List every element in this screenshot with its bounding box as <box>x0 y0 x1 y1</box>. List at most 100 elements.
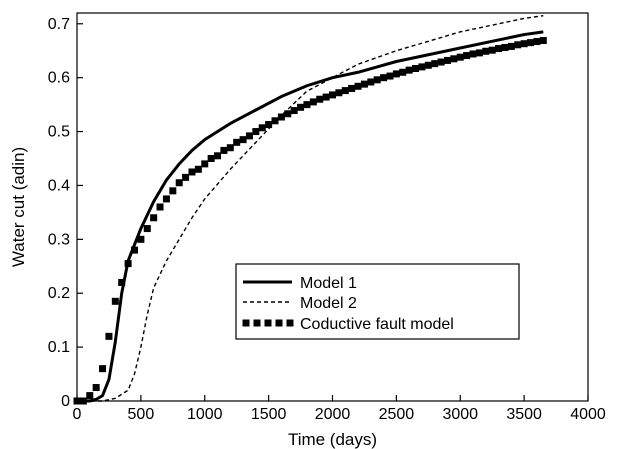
series-coductive-fault-point <box>239 136 247 144</box>
series-coductive-fault-point <box>539 36 547 44</box>
series-coductive-fault-point <box>431 60 439 68</box>
series-coductive-fault-point <box>265 121 273 129</box>
x-tick-label: 3000 <box>442 406 478 423</box>
series-coductive-fault-point <box>507 42 515 50</box>
series-coductive-fault-point <box>162 195 170 203</box>
x-tick-label: 2000 <box>315 406 351 423</box>
series-coductive-fault-point <box>360 80 368 88</box>
series-coductive-fault-point <box>111 297 119 305</box>
y-axis-label: Water cut (adin) <box>9 147 28 267</box>
ticks-layer: 0 500 1000 1500 2000 2500 3000 3500 4000 0 0.1 0.2 0… <box>48 16 606 423</box>
series-coductive-fault-point <box>437 58 445 66</box>
series-coductive-fault-point <box>450 55 458 63</box>
series-coductive-fault-point <box>469 50 477 58</box>
series-coductive-fault-point <box>456 53 464 61</box>
x-tick-label: 3500 <box>506 406 542 423</box>
series-coductive-fault-point <box>226 144 234 152</box>
series-coductive-fault-point <box>175 179 183 187</box>
series-coductive-fault-point <box>424 61 432 69</box>
series-coductive-fault-point <box>245 132 253 140</box>
series-coductive-fault-point <box>392 70 400 78</box>
series-coductive-fault-point <box>322 93 330 101</box>
series-coductive-fault-point <box>252 128 260 136</box>
series-coductive-fault-point <box>520 40 528 48</box>
x-tick-label: 500 <box>128 406 155 423</box>
series-coductive-fault-point <box>99 365 107 373</box>
legend-key-coductive-fault-model <box>242 319 294 327</box>
x-tick-label: 0 <box>73 406 82 423</box>
legend-marker <box>242 319 250 327</box>
series-coductive-fault-point <box>335 89 343 97</box>
series-coductive-fault-point <box>284 110 292 118</box>
series-coductive-fault-point <box>258 124 266 132</box>
series-coductive-fault-point <box>201 160 209 168</box>
series-coductive-fault-point <box>488 46 496 54</box>
series-coductive-fault-point <box>495 45 503 53</box>
y-tick-label: 0.5 <box>48 124 70 141</box>
y-tick-label: 0.3 <box>48 231 70 248</box>
series-coductive-fault-point <box>188 168 196 176</box>
x-tick-label: 4000 <box>570 406 606 423</box>
series-coductive-fault-point <box>156 203 164 211</box>
series-coductive-fault-point <box>290 107 298 115</box>
x-tick-label: 2500 <box>379 406 415 423</box>
series-coductive-fault-point <box>380 74 388 82</box>
series-coductive-fault-point <box>214 152 222 160</box>
y-tick-label: 0.7 <box>48 16 70 33</box>
series-coductive-fault-point <box>86 392 94 400</box>
y-tick-label: 0.6 <box>48 70 70 87</box>
legend-marker <box>286 319 294 327</box>
y-tick-label: 0.4 <box>48 177 70 194</box>
series-coductive-fault-point <box>463 52 471 60</box>
series-coductive-fault-point <box>105 332 113 340</box>
y-tick-label: 0 <box>61 393 70 410</box>
y-tick-label: 0.1 <box>48 339 70 356</box>
series-coductive-fault-point <box>309 98 317 106</box>
x-tick-label: 1500 <box>251 406 287 423</box>
series-model-1-line <box>77 30 544 403</box>
series-coductive-fault-point <box>233 138 241 146</box>
series-coductive-fault-point <box>412 65 420 73</box>
legend-marker <box>264 319 272 327</box>
series-coductive-fault-point <box>130 246 138 254</box>
series-coductive-fault-point <box>92 384 100 392</box>
series-coductive-fault-point <box>207 155 215 162</box>
series-coductive-fault-point <box>475 49 483 57</box>
series-coductive-fault-point <box>303 101 311 109</box>
series-coductive-fault-point <box>316 95 324 103</box>
series-coductive-fault-point <box>348 84 356 92</box>
series-coductive-fault-point <box>297 103 305 111</box>
series-coductive-fault-point <box>169 187 177 195</box>
legend-box <box>235 263 520 340</box>
y-tick-label: 0.2 <box>48 285 70 302</box>
series-coductive-fault-point <box>118 278 126 286</box>
series-coductive-fault-point <box>220 146 228 154</box>
series-coductive-fault-point <box>329 91 336 99</box>
series-coductive-fault-point <box>418 63 426 71</box>
series-coductive-fault-point <box>124 260 132 268</box>
series-coductive-fault-point <box>533 38 541 46</box>
x-tick-label: 1000 <box>187 406 223 423</box>
series-coductive-fault-point <box>277 113 285 121</box>
series-coductive-fault-point <box>482 47 490 55</box>
legend-marker <box>253 319 261 327</box>
x-axis-label: Time (days) <box>288 430 377 449</box>
series-coductive-fault-point <box>386 72 394 80</box>
series-coductive-fault-point <box>143 225 151 233</box>
legend-label-model-2: Model 2 <box>300 295 357 312</box>
series-coductive-fault-point <box>373 76 381 84</box>
series-coductive-fault-point <box>367 78 375 86</box>
series-coductive-fault-point <box>137 235 145 243</box>
series-coductive-fault-point <box>501 43 509 51</box>
legend-label-coductive-fault-model: Coductive fault model <box>300 316 454 333</box>
series-coductive-fault-point <box>271 117 279 125</box>
series-layer <box>73 15 547 405</box>
legend-label-model-1: Model 1 <box>300 275 357 292</box>
series-coductive-fault-point <box>527 39 535 47</box>
series-coductive-fault-point <box>194 165 202 173</box>
series-coductive-fault-point <box>399 68 407 76</box>
series-coductive-fault-point <box>405 66 413 74</box>
series-coductive-fault-point <box>443 56 451 64</box>
